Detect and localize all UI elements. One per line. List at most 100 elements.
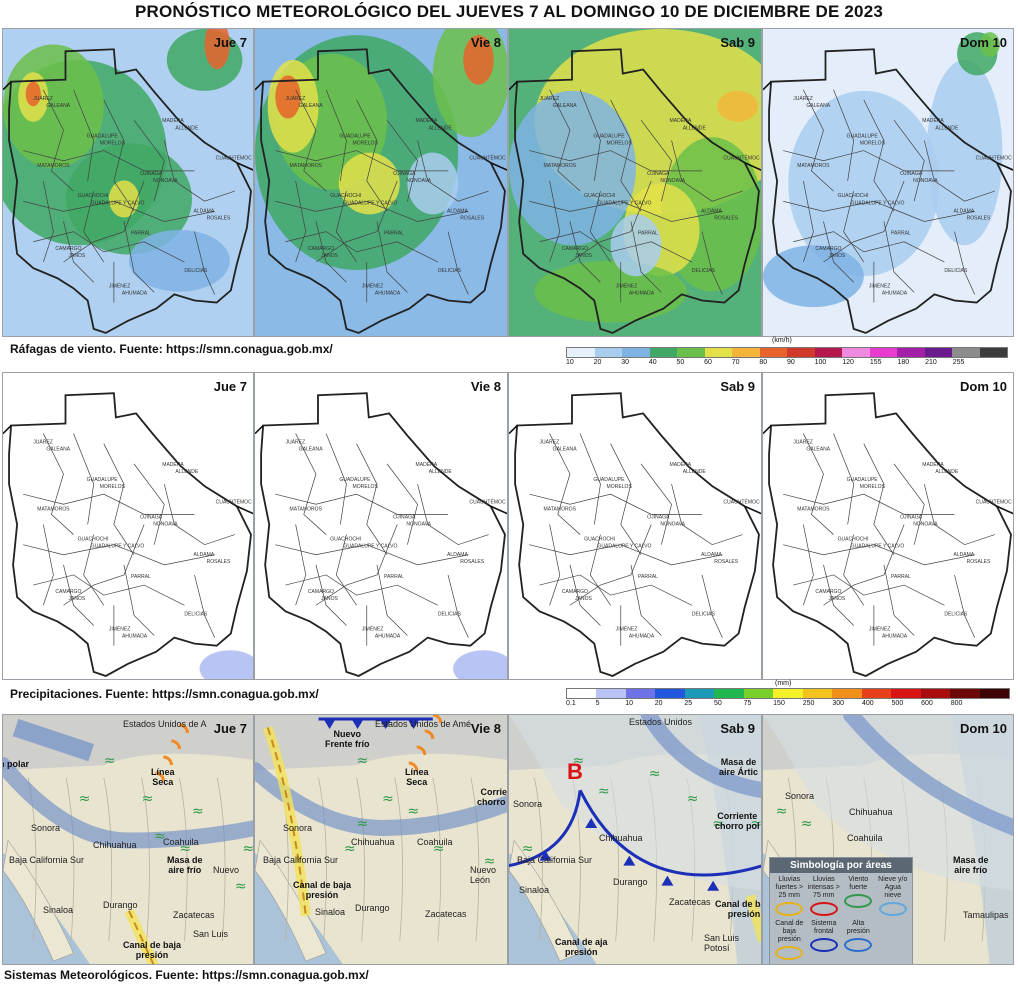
scale-tick-label: 155 <box>869 359 882 366</box>
legend-item: Lluvias fuertes > 25 mm <box>773 876 806 918</box>
region-label: Estados Unidos de A <box>123 719 207 729</box>
scale-tick-label: 25 <box>684 700 693 707</box>
svg-text:JANOS: JANOS <box>69 253 86 259</box>
legend-item-label: Lluvias intensas > 75 mm <box>807 876 840 899</box>
svg-text:CUAUHTÉMOC: CUAUHTÉMOC <box>723 498 760 505</box>
svg-text:≈: ≈ <box>179 841 191 857</box>
scale-cell <box>704 348 732 357</box>
precip-unit: (mm) <box>775 680 792 687</box>
svg-text:NONOAVA: NONOAVA <box>153 521 178 527</box>
svg-text:GALEANA: GALEANA <box>299 103 324 109</box>
svg-text:GUADALUPE: GUADALUPE <box>339 133 371 139</box>
svg-text:ALDAMA: ALDAMA <box>447 552 468 558</box>
scale-tick-label: 20 <box>593 359 602 366</box>
svg-text:NONOAVA: NONOAVA <box>153 178 178 184</box>
scale-tick-label: 255 <box>952 359 965 366</box>
systems-map-svg: ≈≈≈≈≈ ≈≈ <box>509 715 761 964</box>
svg-text:ALLENDE: ALLENDE <box>175 469 199 475</box>
svg-text:GUADALUPE Y CALVO: GUADALUPE Y CALVO <box>851 544 905 550</box>
system-label: n polar <box>2 759 30 769</box>
region-label: Chihuahua <box>351 837 395 847</box>
svg-text:JIMÉNEZ: JIMÉNEZ <box>869 626 891 633</box>
wind-map-panel: JUÁREZ GUADALUPE OJINAGA ALDAMA CAMARGO JIMÉN… <box>508 28 762 337</box>
svg-text:JUÁREZ: JUÁREZ <box>285 439 305 446</box>
scale-cell <box>920 689 951 698</box>
svg-text:DELICIAS: DELICIAS <box>692 268 716 274</box>
day-label: Sab 9 <box>720 35 755 50</box>
svg-text:GUACHOCHI: GUACHOCHI <box>330 537 361 543</box>
svg-text:PARRAL: PARRAL <box>638 231 658 237</box>
scale-tick-label: 60 <box>704 359 712 366</box>
systems-map-panel: ≈ ≈ Sonora Chihuahua Coahuila Masa de aire frí… <box>762 714 1014 965</box>
svg-text:≈: ≈ <box>598 783 610 799</box>
day-label: Sab 9 <box>720 379 755 394</box>
scale-cell <box>655 689 685 698</box>
svg-text:MADERA: MADERA <box>416 118 438 124</box>
legend-item-label: Lluvias fuertes > 25 mm <box>775 876 803 899</box>
region-label: Zacatecas <box>669 897 711 907</box>
system-label: Corrientchorro po <box>477 787 507 807</box>
svg-text:GALEANA: GALEANA <box>553 103 578 109</box>
wind-color-scale: 10 20 30 40 50 60 70 80 90 100 120 155 180 210 255 <box>566 347 1008 366</box>
svg-text:JUÁREZ: JUÁREZ <box>33 439 53 446</box>
scale-cell <box>684 689 715 698</box>
scale-tick-label: 5 <box>595 700 600 707</box>
svg-text:≈: ≈ <box>776 803 788 819</box>
region-label: San Luis Potosí <box>704 933 740 953</box>
svg-text:CUAUHTÉMOC: CUAUHTÉMOC <box>216 498 252 505</box>
svg-text:CAMARGO: CAMARGO <box>815 246 841 252</box>
svg-text:ROSALES: ROSALES <box>207 559 231 565</box>
precip-map-panel: JUÁREZ GUADALUPE OJINAGA ALDAMA CAMARGO JIMÉN… <box>2 372 254 680</box>
wind-map-svg: JUÁREZ GUADALUPE OJINAGA ALDAMA CAMARGO JIMÉN… <box>3 29 253 336</box>
svg-text:AHUMADA: AHUMADA <box>375 290 401 296</box>
svg-text:MADERA: MADERA <box>670 462 692 468</box>
day-label: Dom 10 <box>960 721 1007 736</box>
systems-map-svg: ≈≈≈≈≈ ≈≈ <box>255 715 507 964</box>
svg-text:MORELOS: MORELOS <box>353 484 379 490</box>
region-label: Coahuila <box>163 837 199 847</box>
svg-text:PARRAL: PARRAL <box>131 231 151 237</box>
svg-text:DELICIAS: DELICIAS <box>438 611 462 617</box>
svg-text:JUÁREZ: JUÁREZ <box>793 95 813 102</box>
day-label: Dom 10 <box>960 379 1007 394</box>
precip-color-scale: 0.1 5 10 20 25 50 75 150 250 300 400 500 600 800 <box>566 688 1010 707</box>
svg-text:ALLENDE: ALLENDE <box>935 125 959 131</box>
precip-map-svg: JUÁREZ GUADALUPE OJINAGA ALDAMA CAMARGO JIMÉN… <box>763 373 1013 679</box>
svg-text:GUADALUPE: GUADALUPE <box>593 477 625 483</box>
wind-map-svg: JUÁREZ GUADALUPE OJINAGA ALDAMA CAMARGO JIMÉN… <box>763 29 1013 336</box>
region-label: Chihuahua <box>599 833 643 843</box>
scale-tick-label: 210 <box>925 359 937 366</box>
legend-item-label: Canal de baja presión <box>775 920 804 943</box>
region-label: Zacatecas <box>173 910 215 920</box>
svg-text:GUADALUPE Y CALVO: GUADALUPE Y CALVO <box>597 544 651 550</box>
scale-tick-label: 10 <box>566 359 574 366</box>
svg-text:JIMÉNEZ: JIMÉNEZ <box>109 626 131 633</box>
legend-item-label: Sistema frontal <box>811 920 837 935</box>
scale-cell <box>622 348 650 357</box>
system-label: Corriente chorro pol <box>715 811 760 831</box>
svg-text:ROSALES: ROSALES <box>460 215 485 221</box>
svg-text:PARRAL: PARRAL <box>384 574 404 580</box>
svg-text:JANOS: JANOS <box>321 596 339 602</box>
region-label: Estados Unidos <box>629 717 693 727</box>
region-label: Sonora <box>785 791 815 801</box>
svg-text:GUACHOCHI: GUACHOCHI <box>78 193 109 199</box>
svg-text:OJINAGA: OJINAGA <box>900 514 923 520</box>
svg-text:≈: ≈ <box>242 841 254 857</box>
svg-text:JANOS: JANOS <box>829 253 846 259</box>
scale-tick-label: 50 <box>713 700 722 707</box>
svg-text:ALDAMA: ALDAMA <box>194 208 215 214</box>
precip-source-caption: Precipitaciones. Fuente: https://smn.con… <box>10 687 319 701</box>
scale-tick-label: 40 <box>648 359 657 366</box>
svg-text:GALEANA: GALEANA <box>299 447 324 453</box>
svg-text:≈: ≈ <box>357 816 369 832</box>
svg-text:GUADALUPE: GUADALUPE <box>847 477 879 483</box>
svg-text:GUADALUPE: GUADALUPE <box>87 477 119 483</box>
svg-text:≈: ≈ <box>433 841 445 857</box>
svg-text:JIMÉNEZ: JIMÉNEZ <box>869 282 891 289</box>
svg-text:GUADALUPE Y CALVO: GUADALUPE Y CALVO <box>91 200 145 206</box>
scale-cell <box>596 689 626 698</box>
svg-text:CUAUHTÉMOC: CUAUHTÉMOC <box>976 155 1012 162</box>
region-label: Durango <box>613 877 648 887</box>
